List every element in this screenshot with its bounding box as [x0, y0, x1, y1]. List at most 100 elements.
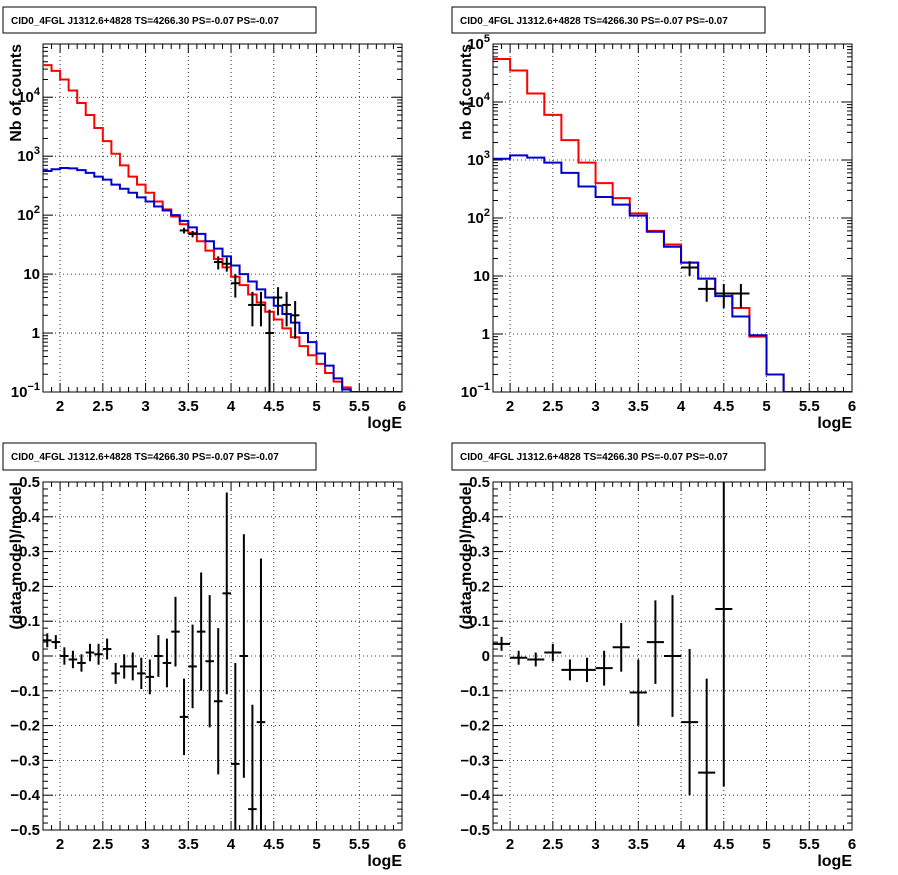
- axis-ticks: [492, 43, 853, 393]
- residual-point: [188, 624, 197, 709]
- plot-frame: [42, 481, 403, 831]
- x-tick-label: 6: [848, 398, 856, 415]
- x-tick-label: 3: [591, 836, 599, 853]
- x-tick-label: 4.5: [713, 836, 734, 853]
- data-point: [273, 287, 283, 316]
- x-tick-label: 4: [227, 398, 236, 415]
- x-tick-label: 5: [312, 398, 320, 415]
- residual-point: [145, 659, 155, 695]
- residual-point: [629, 659, 647, 726]
- x-axis-label: logE: [367, 415, 402, 432]
- x-tick-label: 5.5: [799, 398, 820, 415]
- x-tick-label: 4: [677, 836, 686, 853]
- chart-panel-1: CID0_4FGL J1312.6+4828 TS=4266.30 PS=-0.…: [2, 6, 406, 432]
- x-axis-label: logE: [817, 415, 852, 432]
- plot-frame: [492, 43, 853, 393]
- chart-grid: [493, 43, 853, 393]
- chart-title: CID0_4FGL J1312.6+4828 TS=4266.30 PS=-0.…: [460, 16, 728, 27]
- x-tick-label: 2.5: [92, 836, 113, 853]
- x-tick-label: 3.5: [178, 836, 199, 853]
- chart-grid: [43, 481, 403, 831]
- data-point: [282, 291, 291, 327]
- y-tick-label: 0.2: [469, 578, 490, 595]
- residual-point: [137, 657, 146, 690]
- x-tick-label: 2.5: [542, 398, 563, 415]
- y-tick-label: 103: [17, 145, 40, 165]
- residual-point: [239, 534, 249, 778]
- chart-panel-3: CID0_4FGL J1312.6+4828 TS=4266.30 PS=-0.…: [2, 442, 406, 870]
- y-tick-label: 0.3: [19, 544, 40, 561]
- y-tick-label: 10: [23, 266, 40, 283]
- plot-frame: [42, 43, 403, 393]
- y-tick-label: −0.2: [460, 718, 490, 735]
- data-point: [188, 230, 197, 238]
- residual-point: [162, 638, 172, 688]
- y-tick-label: 102: [17, 204, 40, 224]
- x-tick-label: 4.5: [263, 398, 284, 415]
- y-tick-label: 0.1: [19, 613, 40, 630]
- y-tick-label: 10: [473, 268, 490, 285]
- y-tick-label: 1: [482, 326, 490, 343]
- y-tick-label: 0.5: [469, 474, 490, 491]
- x-tick-label: 4.5: [713, 398, 734, 415]
- x-tick-label: 6: [848, 836, 856, 853]
- x-tick-label: 3: [141, 836, 149, 853]
- series-line-blue: [43, 167, 402, 392]
- y-tick-label: 104: [17, 86, 41, 106]
- chart-title: CID0_4FGL J1312.6+4828 TS=4266.30 PS=-0.…: [11, 452, 279, 463]
- residual-point: [77, 654, 86, 672]
- x-tick-label: 5.5: [349, 836, 370, 853]
- residual-point: [527, 652, 545, 667]
- residual-point: [85, 643, 95, 662]
- residual-point: [595, 650, 613, 686]
- y-tick-label: −0.1: [10, 683, 40, 700]
- y-tick-label: 0: [482, 648, 490, 665]
- axis-ticks: [42, 43, 403, 393]
- y-tick-label: 0.4: [19, 509, 41, 526]
- residual-point: [94, 643, 103, 665]
- data-point: [256, 291, 266, 327]
- residual-point: [698, 678, 716, 830]
- chart-panel-4: CID0_4FGL J1312.6+4828 TS=4266.30 PS=-0.…: [451, 442, 856, 870]
- x-axis-label: logE: [367, 853, 402, 870]
- y-tick-label: 105: [467, 33, 490, 53]
- x-tick-label: 6: [398, 398, 406, 415]
- data-point: [715, 283, 733, 309]
- residual-point: [612, 622, 630, 672]
- y-tick-label: 10−1: [461, 381, 490, 401]
- y-tick-label: −0.5: [10, 822, 40, 839]
- x-tick-label: 5: [762, 398, 770, 415]
- y-axis-label: (data-model)/model: [8, 482, 25, 630]
- y-tick-label: −0.4: [10, 787, 40, 804]
- y-tick-label: −0.5: [460, 822, 490, 839]
- x-tick-label: 3: [141, 398, 149, 415]
- y-axis-label: nb of counts: [458, 44, 475, 140]
- y-tick-label: −0.1: [460, 683, 490, 700]
- chart-title-box: [451, 6, 766, 34]
- residual-point: [68, 650, 78, 669]
- axis-ticks: [42, 481, 403, 831]
- residual-point: [544, 643, 562, 662]
- data-point: [222, 257, 232, 272]
- x-tick-label: 3: [591, 398, 599, 415]
- data-point: [732, 283, 750, 309]
- residual-point: [51, 635, 61, 650]
- residual-point: [493, 636, 511, 651]
- x-tick-label: 5: [312, 836, 320, 853]
- x-tick-label: 4.5: [263, 836, 284, 853]
- residual-point: [196, 572, 206, 691]
- data-point: [248, 291, 257, 327]
- x-tick-label: 3.5: [628, 836, 649, 853]
- x-tick-label: 6: [398, 836, 406, 853]
- residual-point: [111, 662, 120, 684]
- residual-point: [715, 482, 733, 787]
- data-point: [179, 227, 189, 234]
- y-tick-label: 102: [467, 207, 490, 227]
- residual-point: [43, 633, 52, 648]
- x-tick-label: 2: [506, 836, 514, 853]
- x-tick-label: 4: [677, 398, 686, 415]
- residual-point: [213, 628, 223, 775]
- chart-title-box: [2, 442, 317, 471]
- x-tick-label: 2: [56, 836, 64, 853]
